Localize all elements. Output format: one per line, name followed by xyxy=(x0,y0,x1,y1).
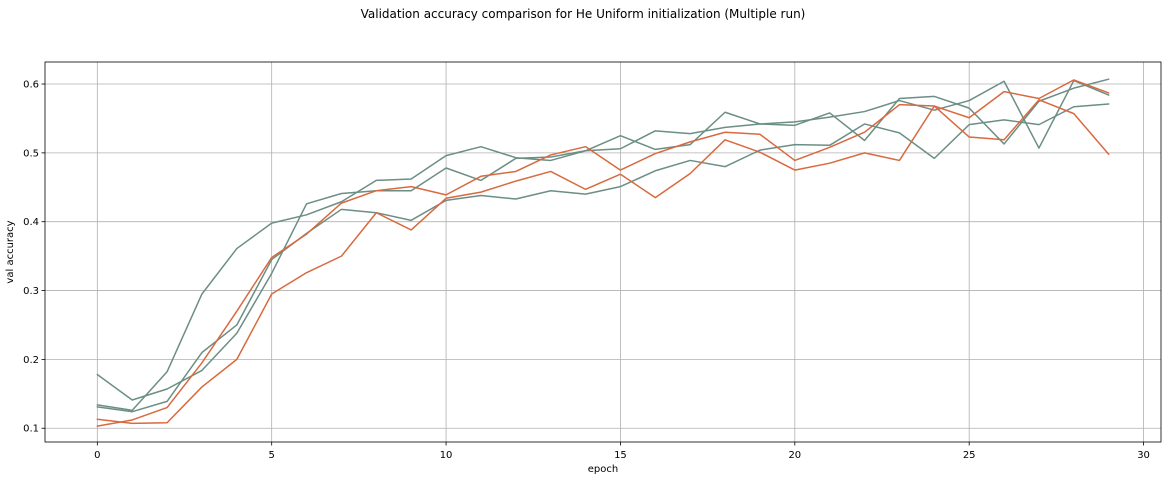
y-tick-label: 0.3 xyxy=(23,286,39,297)
y-tick-label: 0.1 xyxy=(23,424,39,435)
x-tick-label: 15 xyxy=(614,450,627,461)
x-tick-label: 25 xyxy=(963,450,976,461)
plot-frame xyxy=(44,61,1162,443)
x-tick-label: 0 xyxy=(94,450,100,461)
y-grid xyxy=(45,83,1161,429)
x-tick-label: 5 xyxy=(269,450,275,461)
y-tick-label: 0.6 xyxy=(23,80,39,91)
series-line-5 xyxy=(96,79,1110,427)
series-layer xyxy=(96,78,1110,427)
x-tick-label: 20 xyxy=(788,450,801,461)
y-axis-label: val accuracy xyxy=(5,220,16,283)
series-line-3 xyxy=(96,103,1110,413)
series-line-4 xyxy=(96,99,1110,425)
y-tick-label: 0.5 xyxy=(23,148,39,159)
chart-title: Validation accuracy comparison for He Un… xyxy=(361,7,806,21)
x-axis-ticks: 0 5 10 15 20 25 30 xyxy=(94,442,1150,461)
y-tick-label: 0.4 xyxy=(23,217,39,228)
y-tick-label: 0.2 xyxy=(23,355,39,366)
x-tick-label: 10 xyxy=(440,450,453,461)
series-line-1 xyxy=(96,78,1110,401)
x-tick-label: 30 xyxy=(1137,450,1150,461)
y-axis-ticks: 0.1 0.2 0.3 0.4 0.5 0.6 xyxy=(23,80,45,435)
x-axis-label: epoch xyxy=(588,464,618,475)
